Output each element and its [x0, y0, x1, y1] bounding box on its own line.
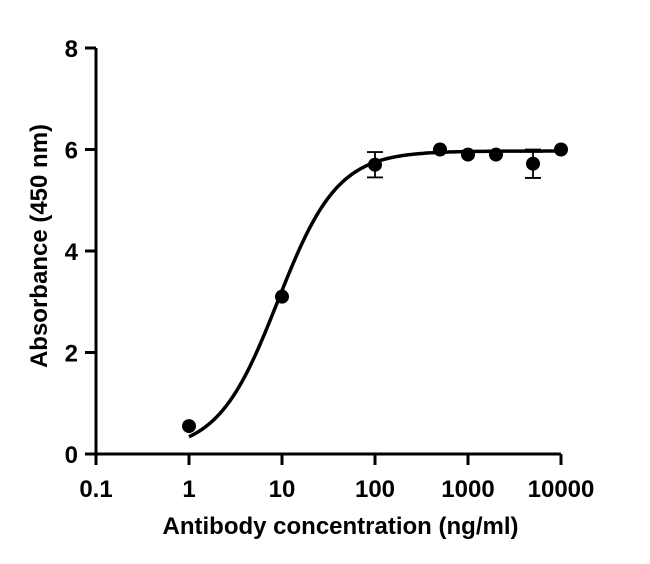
y-tick-label: 4: [65, 239, 79, 266]
x-tick-label: 10: [269, 476, 296, 503]
axes: [94, 48, 561, 456]
data-point: [182, 419, 196, 434]
x-tick-label: 100: [355, 476, 395, 503]
y-tick-label: 0: [65, 442, 78, 469]
error-bar-layer: [367, 148, 542, 179]
y-ticks: 0 2 4 6 8: [65, 36, 96, 469]
x-tick-label: 10000: [528, 476, 595, 503]
x-tick-label: 1000: [441, 476, 494, 503]
y-tick-label: 8: [65, 36, 78, 63]
data-point: [275, 289, 289, 304]
data-point: [526, 156, 541, 171]
data-point: [461, 147, 475, 162]
data-point-layer: [182, 142, 568, 434]
x-ticks: 0.1 1 10 100 1000 10000: [79, 454, 594, 503]
data-point: [433, 142, 448, 157]
y-tick-label: 6: [65, 138, 78, 165]
fit-curve-layer: [188, 149, 561, 439]
fit-curve: [188, 149, 561, 439]
data-point: [368, 157, 382, 172]
data-point: [554, 142, 568, 157]
x-tick-label: 0.1: [79, 476, 112, 503]
y-axis-title: Absorbance (450 nm): [26, 124, 53, 368]
data-point: [488, 147, 503, 162]
x-axis-title: Antibody concentration (ng/ml): [163, 513, 519, 540]
y-tick-label: 2: [65, 341, 78, 368]
x-tick-label: 1: [182, 476, 195, 503]
